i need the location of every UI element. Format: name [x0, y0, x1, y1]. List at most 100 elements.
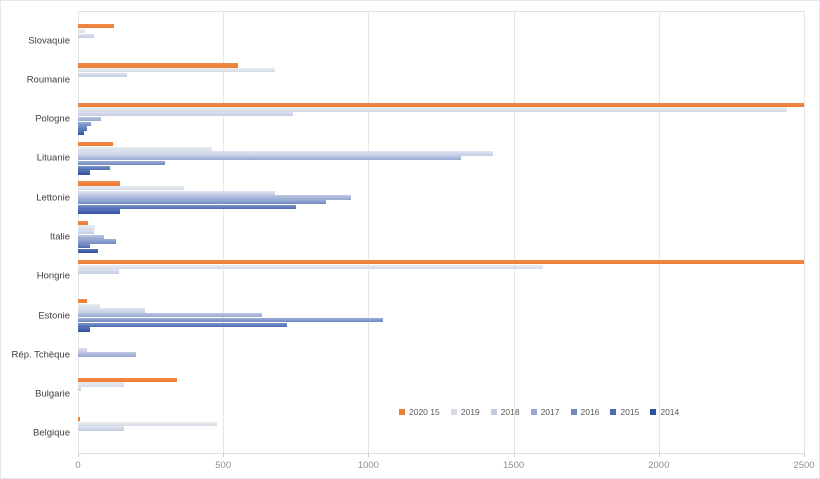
legend-label: 2018: [500, 407, 520, 417]
x-tick-mark: [658, 453, 660, 457]
bar: [78, 195, 351, 200]
bar: [78, 190, 276, 195]
bar: [78, 269, 119, 274]
legend-label: 2020 15: [409, 407, 440, 417]
legend-swatch-icon: [399, 409, 405, 415]
legend-swatch-icon: [610, 409, 617, 415]
legend-swatch-icon: [530, 409, 537, 415]
bar: [78, 313, 263, 318]
gridline: [658, 11, 660, 453]
legend-item: 2017: [530, 407, 560, 417]
legend-item: 2016: [570, 407, 600, 417]
legend: 2020 15 2019 2018 2017 2016 2015 2014: [399, 405, 679, 419]
bar: [78, 204, 296, 210]
x-tick-label: 0: [75, 460, 81, 471]
bar: [78, 416, 81, 422]
bar: [78, 33, 94, 38]
x-tick-label: 1000: [357, 460, 379, 471]
bar: [78, 220, 89, 225]
bar: [78, 200, 327, 205]
category-label: Slovaquie: [28, 35, 70, 47]
bar: [78, 387, 81, 392]
bar: [78, 146, 212, 151]
bar: [78, 239, 116, 244]
legend-label: 2014: [660, 407, 680, 417]
bar: [78, 317, 383, 323]
category-label: Hongrie: [36, 270, 70, 282]
bar: [78, 165, 110, 170]
bar: [78, 24, 115, 29]
bar: [78, 170, 90, 175]
legend-label: 2016: [580, 407, 600, 417]
bar: [78, 63, 238, 68]
category-label: Roumanie: [26, 74, 70, 86]
x-tick-mark: [804, 453, 805, 457]
bar: [78, 322, 288, 327]
bar: [78, 68, 276, 73]
gridline: [368, 11, 370, 453]
x-tick-label: 2000: [648, 460, 670, 471]
plot-top-border: [78, 11, 805, 12]
category-label: Bulgarie: [35, 388, 70, 400]
bar: [78, 234, 105, 239]
legend-label: 2019: [460, 407, 480, 417]
bar: [78, 308, 145, 313]
category-label: Pologne: [35, 113, 70, 125]
bar: [78, 299, 87, 304]
legend-swatch-icon: [490, 409, 497, 415]
category-label: Lituanie: [36, 152, 70, 164]
category-label: Rép. Tchèque: [11, 349, 70, 361]
legend-item: 2015: [610, 407, 639, 417]
bar: [78, 382, 125, 387]
gridline: [513, 11, 515, 453]
x-tick-mark: [78, 453, 79, 457]
bar: [78, 352, 137, 357]
bar: [78, 377, 177, 382]
bar: [78, 426, 125, 431]
bar: [78, 327, 90, 332]
category-label: Lettonie: [36, 192, 70, 204]
bar: [78, 126, 87, 131]
bar: [78, 244, 90, 249]
legend-swatch-icon: [450, 409, 457, 415]
gridline: [804, 11, 805, 453]
bar: [78, 185, 184, 191]
legend-swatch-icon: [570, 409, 577, 415]
bar: [78, 303, 100, 309]
bar: [78, 151, 494, 156]
bar: [78, 225, 96, 230]
bar: [78, 421, 218, 426]
gridline: [223, 11, 225, 453]
bar: [78, 112, 293, 117]
bar: [78, 116, 102, 122]
bar: [78, 156, 462, 161]
bar: [78, 28, 86, 34]
category-label: Belgique: [33, 427, 70, 439]
bar: [78, 107, 787, 112]
bar: [78, 72, 128, 78]
x-tick-label: 500: [215, 460, 232, 471]
bar: [78, 160, 166, 166]
bar: [78, 181, 121, 186]
bar: [78, 209, 121, 214]
x-tick-label: 1500: [503, 460, 525, 471]
bar: [78, 259, 804, 265]
legend-label: 2015: [620, 407, 640, 417]
x-tick-mark: [368, 453, 370, 457]
legend-label: 2017: [540, 407, 560, 417]
category-label: Italie: [49, 231, 70, 243]
bar: [78, 264, 543, 269]
legend-item: 2019: [450, 407, 480, 417]
legend-item: 2020 15: [399, 407, 440, 417]
bar: [78, 121, 92, 126]
legend-item: 2014: [650, 407, 679, 417]
x-tick-label: 2500: [793, 460, 815, 471]
x-tick-mark: [513, 453, 515, 457]
legend-swatch-icon: [650, 409, 657, 415]
bar: [78, 347, 87, 353]
bar: [78, 130, 84, 136]
bar: [78, 248, 99, 254]
bar: [78, 102, 804, 108]
bar: [78, 229, 94, 235]
